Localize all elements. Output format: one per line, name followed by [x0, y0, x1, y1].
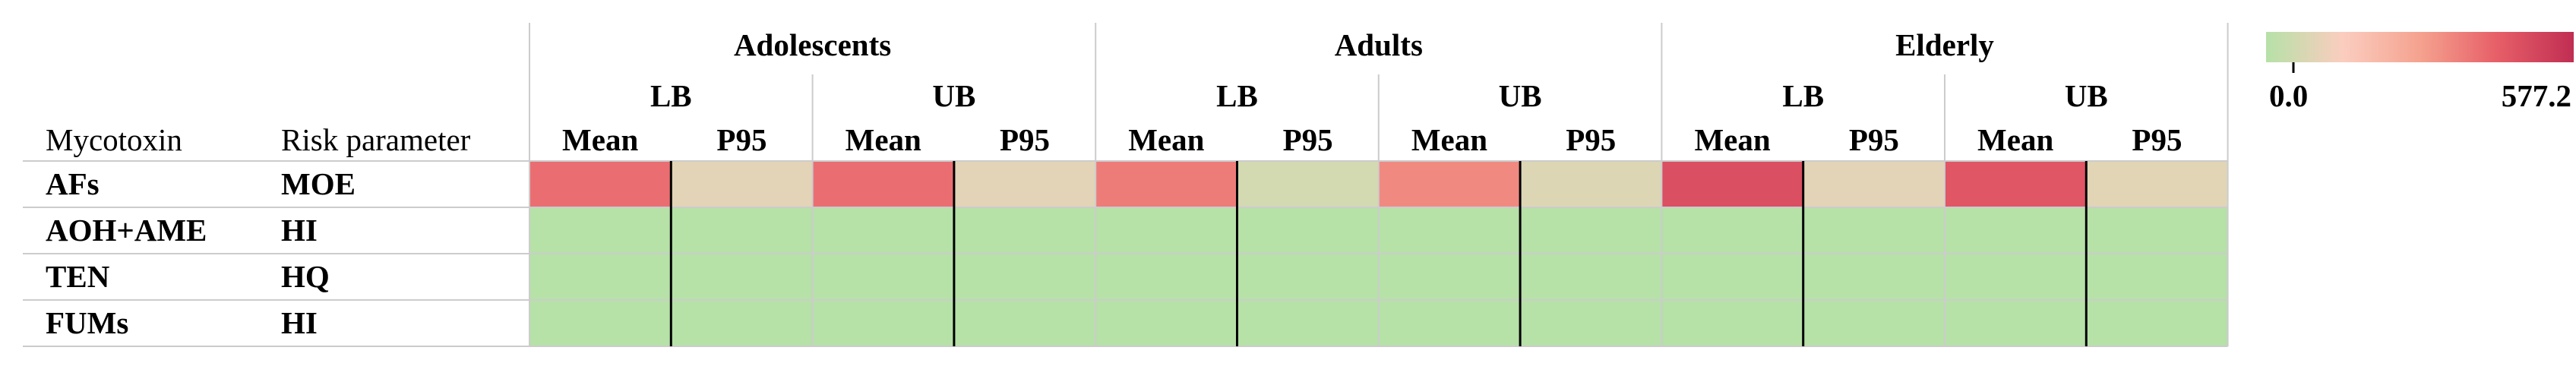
heatmap-cell [1520, 254, 1662, 300]
heatmap-cell [812, 161, 954, 207]
bound-header: LB [1216, 78, 1258, 113]
heatmap-cell [671, 254, 813, 300]
stat-header: P95 [1849, 122, 1899, 157]
heatmap-cell [529, 254, 672, 300]
row-label-parameter: HI [281, 213, 318, 248]
stat-header: P95 [1283, 122, 1333, 157]
stat-header: P95 [716, 122, 766, 157]
heatmap-cell [2086, 207, 2228, 254]
color-scale-max-label: 577.2 [2502, 78, 2571, 113]
heatmap-cell [529, 300, 672, 346]
heatmap-cell [529, 207, 672, 254]
row-label-mycotoxin: AFs [46, 166, 100, 201]
stat-header: P95 [2132, 122, 2182, 157]
heatmap-cell [1520, 161, 1662, 207]
heatmap-cell [1095, 161, 1237, 207]
row-label-parameter: HQ [281, 259, 330, 294]
heatmap-cell [1378, 207, 1521, 254]
heatmap-cell [1378, 254, 1521, 300]
heatmap-cell [1803, 207, 1945, 254]
stat-header: Mean [845, 122, 921, 157]
heatmap-cell [2086, 161, 2228, 207]
heatmap-cell [529, 161, 672, 207]
bound-header: UB [932, 78, 975, 113]
stat-header: P95 [1566, 122, 1616, 157]
heatmap-cell [1803, 161, 1945, 207]
color-scale-bar [2266, 32, 2574, 62]
heatmap-cell [1945, 300, 2087, 346]
stat-header: P95 [1000, 122, 1050, 157]
color-scale-legend: 0.0 577.2 [2266, 32, 2574, 113]
heatmap-cell [1095, 254, 1237, 300]
stat-header: Mean [562, 122, 638, 157]
heatmap-cell [1237, 254, 1379, 300]
color-scale-min-label: 0.0 [2269, 78, 2308, 113]
bound-header: UB [1499, 78, 1542, 113]
bound-header: LB [650, 78, 692, 113]
heatmap-cell [1945, 254, 2087, 300]
heatmap-cell [1945, 207, 2087, 254]
group-header: Adults [1335, 27, 1423, 62]
heatmap-cell [671, 161, 813, 207]
row-label-mycotoxin: AOH+AME [46, 213, 207, 248]
heatmap-cell [2086, 300, 2228, 346]
heatmap-cell [1520, 300, 1662, 346]
heatmap-cell [1237, 300, 1379, 346]
heatmap-cell [953, 207, 1096, 254]
heatmap-cell [1095, 207, 1237, 254]
heatmap-cell [671, 207, 813, 254]
group-header: Adolescents [734, 27, 891, 62]
risk-parameter-column-header: Risk parameter [281, 122, 471, 157]
stat-header: Mean [1694, 122, 1770, 157]
bound-header: UB [2065, 78, 2108, 113]
row-label-parameter: HI [281, 305, 318, 340]
heatmap-cell [671, 300, 813, 346]
heatmap-cell [1945, 161, 2087, 207]
heatmap-cell [1095, 300, 1237, 346]
stat-header: Mean [1128, 122, 1204, 157]
heatmap-cell [953, 300, 1096, 346]
heatmap-cell [1237, 161, 1379, 207]
heatmap-cell [1661, 300, 1803, 346]
heatmap-cell [1803, 300, 1945, 346]
heatmap-cell [953, 254, 1096, 300]
row-label-mycotoxin: TEN [46, 259, 110, 294]
heatmap-cell [1661, 207, 1803, 254]
heatmap-cell [1803, 254, 1945, 300]
heatmap-cell [1378, 161, 1521, 207]
stat-header: Mean [1411, 122, 1487, 157]
heatmap-cell [2086, 254, 2228, 300]
row-label-parameter: MOE [281, 166, 356, 201]
heatmap-cell [1661, 254, 1803, 300]
bound-header: LB [1782, 78, 1824, 113]
group-header: Elderly [1895, 27, 1994, 62]
mycotoxin-column-header: Mycotoxin [46, 122, 182, 157]
row-label-mycotoxin: FUMs [46, 305, 128, 340]
heatmap-cell [812, 300, 954, 346]
heatmap-cell [1661, 161, 1803, 207]
heatmap-cell [953, 161, 1096, 207]
heatmap-cell [812, 254, 954, 300]
heatmap-cell [1520, 207, 1662, 254]
stat-header: Mean [1977, 122, 2053, 157]
heatmap-cell [1378, 300, 1521, 346]
heatmap-cell [1237, 207, 1379, 254]
heatmap-cell [812, 207, 954, 254]
